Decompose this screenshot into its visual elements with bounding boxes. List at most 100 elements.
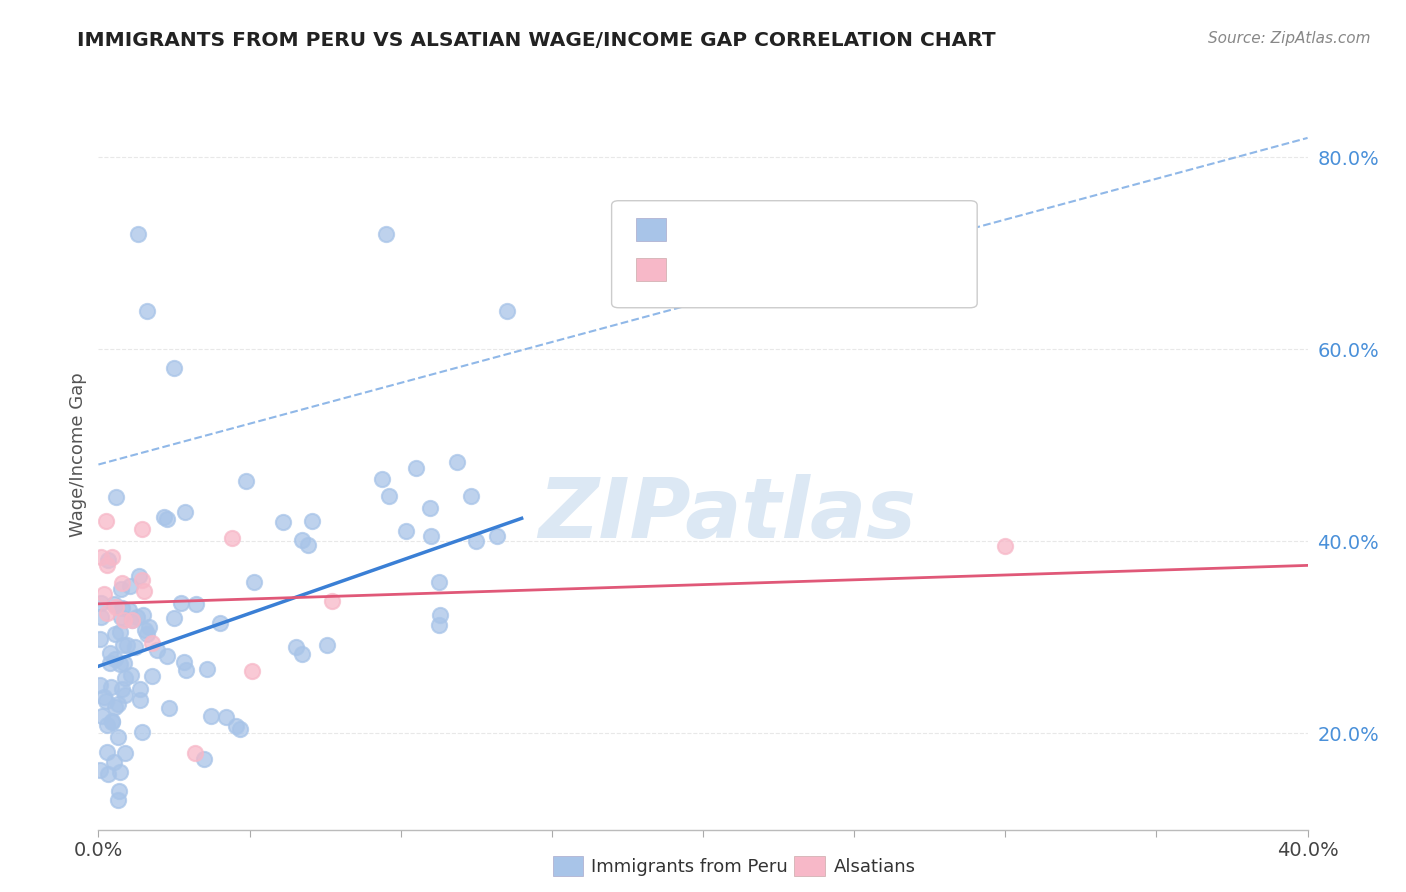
Point <box>291 533 314 548</box>
Point <box>103 756 125 770</box>
Text: R =: R = <box>675 260 714 278</box>
Point <box>124 640 146 654</box>
Point <box>485 529 508 543</box>
Point <box>94 694 117 708</box>
Point <box>127 610 149 624</box>
Point <box>135 303 157 318</box>
Point <box>994 539 1017 553</box>
Point <box>371 472 394 486</box>
Point <box>464 533 486 548</box>
Point <box>114 746 136 760</box>
Point <box>141 669 163 683</box>
Point <box>129 681 152 696</box>
Point <box>97 553 120 567</box>
Point <box>114 688 136 702</box>
Point <box>195 662 218 676</box>
Point <box>100 549 122 564</box>
Y-axis label: Wage/Income Gap: Wage/Income Gap <box>69 373 87 537</box>
Point <box>156 512 179 526</box>
Point <box>146 642 169 657</box>
Point <box>97 766 120 780</box>
Point <box>173 656 195 670</box>
Point <box>96 558 118 572</box>
Text: Immigrants from Peru: Immigrants from Peru <box>591 858 787 876</box>
Point <box>110 624 132 639</box>
Point <box>132 607 155 622</box>
Point <box>121 613 143 627</box>
Point <box>235 474 257 488</box>
Point <box>446 455 468 469</box>
Point <box>111 638 134 652</box>
Point <box>103 598 125 612</box>
Point <box>460 489 482 503</box>
Point <box>107 784 129 798</box>
Point <box>117 638 139 652</box>
Point <box>136 627 159 641</box>
Point <box>321 594 343 608</box>
Point <box>378 489 401 503</box>
Point <box>101 715 124 730</box>
Point <box>96 745 118 759</box>
Text: R =: R = <box>675 220 714 238</box>
Point <box>285 640 308 655</box>
Point <box>94 514 117 528</box>
Point <box>114 671 136 685</box>
Point <box>104 599 127 614</box>
Point <box>107 730 129 744</box>
Point <box>157 701 180 715</box>
Point <box>153 510 176 524</box>
Point <box>174 505 197 519</box>
Point <box>120 579 142 593</box>
Point <box>112 613 135 627</box>
Point <box>100 680 122 694</box>
Point <box>93 587 115 601</box>
Point <box>141 636 163 650</box>
Point <box>131 725 153 739</box>
Point <box>127 227 149 241</box>
Point <box>405 461 427 475</box>
Point <box>174 663 197 677</box>
Point <box>271 515 294 529</box>
Point <box>395 524 418 538</box>
Point <box>98 656 121 670</box>
Point <box>110 657 132 671</box>
Point <box>429 607 451 622</box>
Point <box>108 764 131 779</box>
Point <box>98 646 121 660</box>
Point <box>290 647 312 661</box>
Point <box>104 491 127 505</box>
Point <box>104 627 127 641</box>
Point <box>193 752 215 766</box>
Point <box>96 606 118 620</box>
Point <box>110 610 132 624</box>
Point <box>215 710 238 724</box>
Point <box>118 602 141 616</box>
Point <box>90 550 112 565</box>
Point <box>101 714 124 728</box>
Text: N =: N = <box>787 260 827 278</box>
Point <box>208 615 231 630</box>
Point <box>427 574 450 589</box>
Point <box>128 569 150 583</box>
Text: 100: 100 <box>827 220 860 238</box>
Point <box>170 596 193 610</box>
Point <box>297 538 319 552</box>
Point <box>184 597 207 611</box>
Point <box>225 719 247 733</box>
Point <box>112 656 135 670</box>
Point <box>419 501 441 516</box>
Point <box>162 611 184 625</box>
Text: Alsatians: Alsatians <box>834 858 915 876</box>
Point <box>110 582 132 596</box>
Text: 0.027: 0.027 <box>714 260 765 278</box>
Point <box>90 709 112 723</box>
Point <box>96 718 118 732</box>
Point <box>228 722 250 736</box>
Point <box>420 529 443 543</box>
Point <box>111 681 134 696</box>
Point <box>184 746 207 760</box>
Point <box>427 617 450 632</box>
Point <box>120 668 142 682</box>
Text: Source: ZipAtlas.com: Source: ZipAtlas.com <box>1208 31 1371 46</box>
Point <box>131 574 153 588</box>
